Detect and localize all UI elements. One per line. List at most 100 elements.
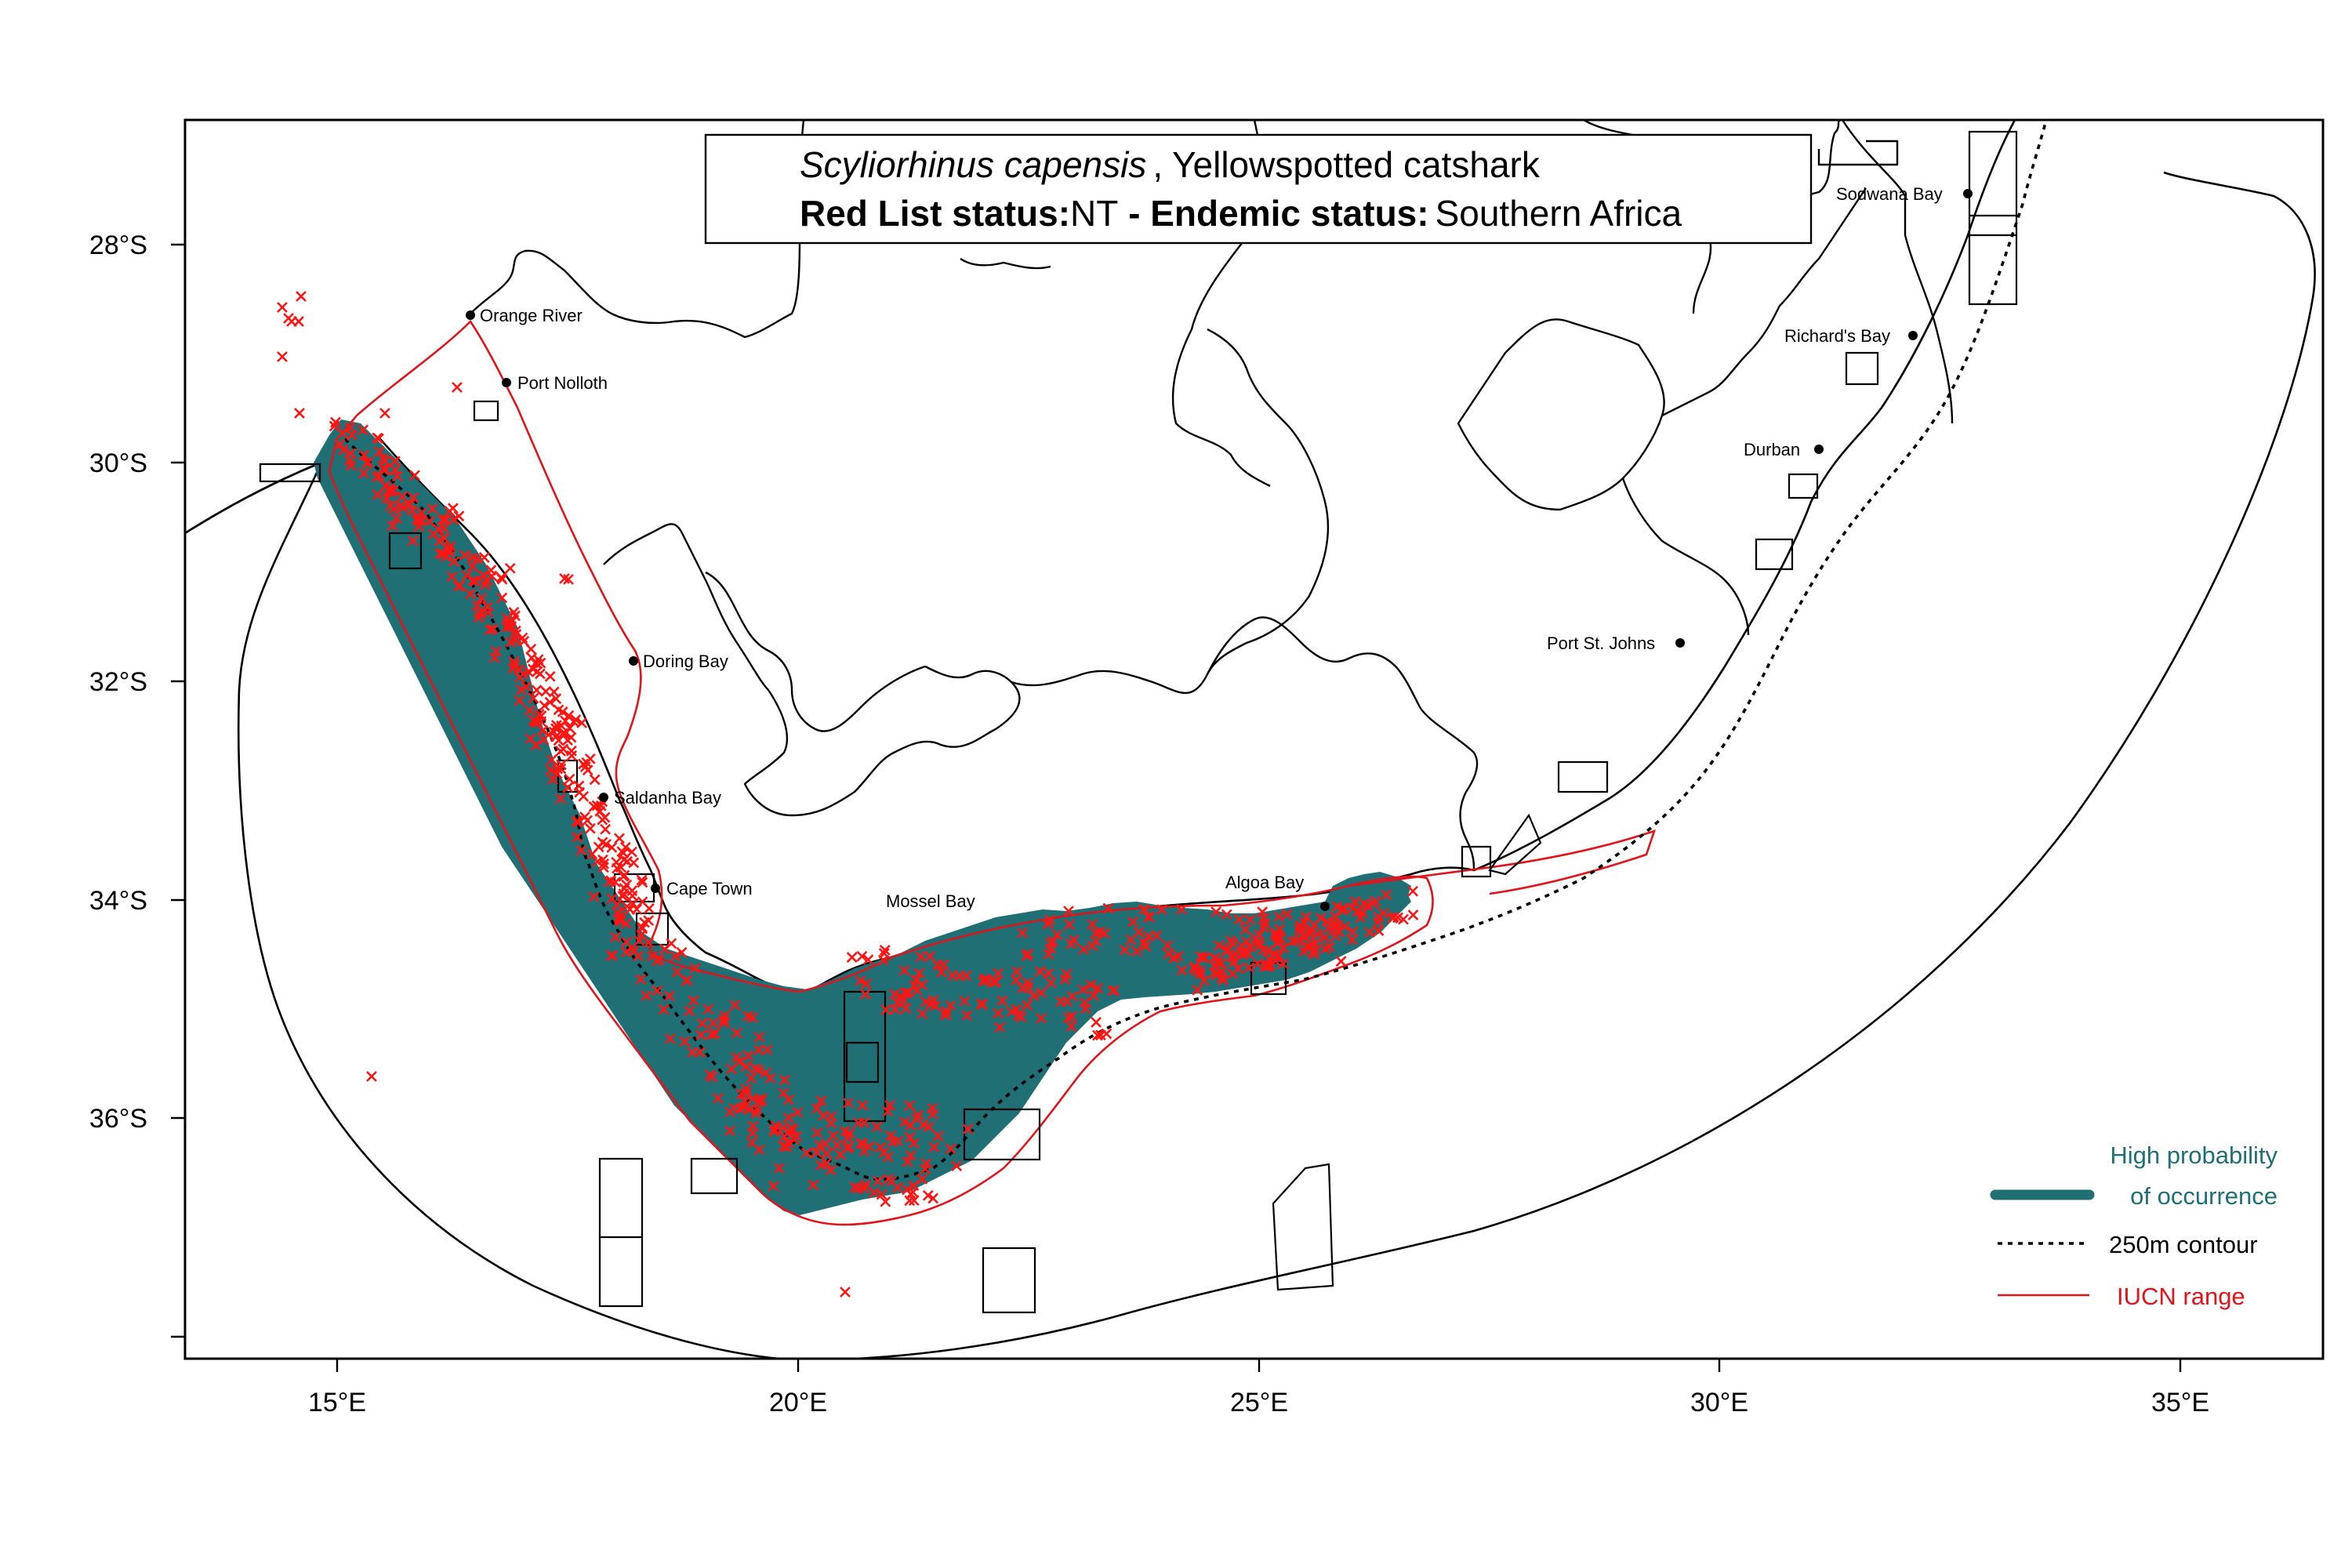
occurrence-cross	[470, 575, 481, 587]
occurrence-cross	[1091, 935, 1102, 947]
place-sodwana-bay: Sodwana Bay	[1836, 184, 1943, 204]
occurrence-cross	[1094, 926, 1105, 938]
occurrence-cross	[1364, 927, 1375, 938]
occurrence-cross	[559, 573, 570, 584]
occurrence-cross	[653, 953, 665, 965]
occurrence-cross	[871, 1121, 883, 1133]
occurrence-cross	[565, 745, 577, 757]
occurrence-cross	[826, 1111, 837, 1122]
occurrence-cross	[600, 823, 612, 835]
occurrence-cross	[1227, 938, 1239, 949]
occurrence-cross	[294, 408, 305, 419]
occurrence-cross	[929, 1000, 941, 1011]
species-name: Scyliorhinus capensis	[800, 144, 1146, 185]
occurrence-cross	[1258, 921, 1269, 933]
occurrence-cross	[681, 975, 693, 986]
occurrence-cross	[1142, 931, 1154, 942]
occurrence-cross	[501, 612, 513, 624]
occurrence-cross	[697, 1018, 708, 1029]
occurrence-cross	[889, 989, 901, 1000]
place-saldanha-bay: Saldanha Bay	[614, 788, 721, 808]
occurrence-cross	[706, 1071, 718, 1083]
occurrence-cross	[900, 987, 912, 999]
occurrence-cross	[409, 470, 420, 481]
occurrence-cross	[636, 874, 648, 886]
occurrence-cross	[792, 1107, 804, 1118]
occurrence-cross	[1133, 927, 1145, 938]
occurrence-cross	[1045, 938, 1057, 949]
occurrence-cross	[606, 842, 618, 853]
occurrence-cross	[996, 995, 1008, 1007]
occurrence-cross	[789, 1134, 800, 1145]
occurrence-cross	[1370, 895, 1381, 907]
occurrence-cross	[1244, 914, 1256, 926]
occurrence-cross	[811, 1147, 822, 1159]
occurrence-cross	[724, 1125, 736, 1137]
occurrence-cross	[445, 540, 456, 552]
occurrence-cross	[633, 935, 645, 946]
border-kzn-west	[1661, 187, 1867, 417]
occurrence-cross	[1142, 911, 1154, 923]
occurrence-cross	[1338, 905, 1349, 916]
occurrence-cross	[1312, 928, 1323, 940]
occurrence-cross	[510, 629, 522, 641]
occurrence-cross	[546, 754, 557, 765]
occurrence-cross	[572, 815, 583, 827]
occurrence-cross	[524, 705, 535, 717]
y-axis: 28°S 30°S 32°S 34°S 36°S	[89, 230, 185, 1338]
occurrence-cross	[1172, 950, 1184, 962]
occurrence-cross	[555, 746, 566, 757]
place-orange-river: Orange River	[480, 306, 583, 325]
occurrence-cross	[616, 846, 628, 858]
occurrence-cross	[898, 964, 910, 976]
occurrence-cross	[1257, 906, 1269, 918]
occurrence-cross	[531, 684, 543, 696]
occurrence-cross	[412, 513, 423, 524]
place-dot-sodwana-bay	[1963, 189, 1973, 198]
occurrence-cross	[1210, 969, 1222, 981]
occurrence-cross	[902, 1184, 913, 1196]
occurrence-cross	[452, 382, 463, 393]
occurrence-cross	[562, 782, 574, 793]
occurrence-cross	[1252, 958, 1264, 969]
occurrence-cross	[666, 938, 677, 949]
occurrence-cross	[1236, 940, 1247, 952]
occurrence-cross	[553, 735, 564, 746]
occurrence-cross	[358, 467, 370, 479]
occurrence-cross	[539, 700, 550, 711]
occurrence-cross	[621, 879, 633, 891]
occurrence-cross	[408, 492, 419, 503]
occurrence-cross	[842, 1097, 854, 1109]
occurrence-cross	[768, 1124, 780, 1135]
occurrence-cross	[904, 1100, 916, 1112]
occurrence-cross	[1308, 919, 1320, 931]
occurrence-cross	[1407, 885, 1419, 897]
occurrence-cross	[1275, 933, 1287, 944]
occurrence-cross	[709, 1028, 720, 1040]
occurrence-cross	[1085, 979, 1097, 991]
occurrence-cross	[391, 470, 403, 482]
occurrence-cross	[1199, 952, 1210, 964]
occurrence-cross	[556, 720, 568, 731]
occurrence-cross	[426, 503, 438, 514]
occurrence-cross	[979, 974, 990, 985]
occurrence-cross	[718, 1014, 730, 1025]
occurrence-cross	[945, 1143, 956, 1155]
occurrence-cross	[1162, 939, 1174, 951]
occurrence-cross	[679, 1036, 691, 1047]
place-algoa-bay: Algoa Bay	[1225, 873, 1304, 892]
x-tick-label: 25°E	[1230, 1388, 1288, 1417]
occurrence-cross	[961, 1010, 973, 1022]
occurrence-cross	[487, 623, 499, 635]
y-tick-label: 36°S	[89, 1104, 147, 1134]
x-tick-label: 30°E	[1690, 1388, 1748, 1417]
occurrence-cross	[708, 1018, 719, 1029]
occurrence-cross	[875, 1142, 887, 1153]
occurrence-cross	[890, 1004, 901, 1015]
occurrence-cross	[372, 489, 383, 500]
occurrence-cross	[855, 975, 866, 986]
occurrence-cross	[565, 731, 577, 743]
occurrence-cross	[859, 989, 871, 1000]
svg-text:Red List status:NT - Endemic s: Red List status:NT - Endemic status: Sout…	[800, 193, 1682, 234]
border-namibia-orange	[470, 120, 805, 339]
